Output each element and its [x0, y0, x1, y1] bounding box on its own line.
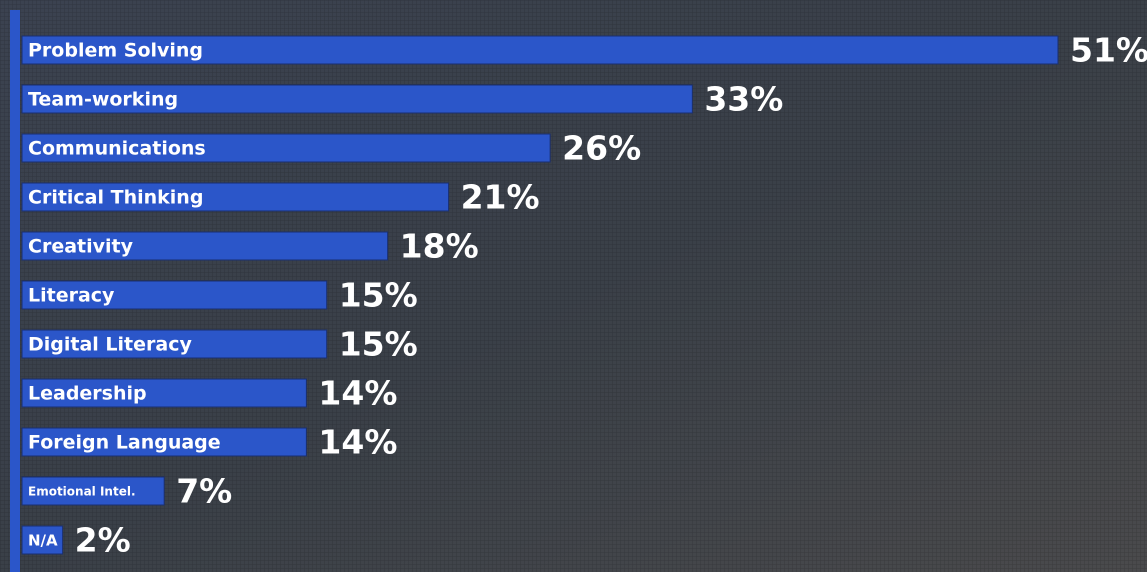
category-label: Literacy — [28, 285, 115, 307]
value-label: 18% — [400, 227, 479, 266]
value-label: 2% — [75, 521, 131, 560]
value-label: 14% — [318, 423, 397, 462]
value-label: 26% — [562, 129, 641, 168]
value-label: 51% — [1070, 31, 1147, 70]
value-label: 15% — [339, 325, 418, 364]
value-label: 33% — [704, 80, 783, 119]
category-label: Creativity — [28, 236, 134, 258]
value-label: 15% — [339, 276, 418, 315]
axis-bar — [10, 10, 20, 572]
page: {"chart_data": {"type": "bar", "orientat… — [0, 0, 1147, 572]
value-label: 21% — [461, 178, 540, 217]
category-label: Problem Solving — [28, 40, 203, 62]
category-label: Digital Literacy — [28, 334, 192, 356]
chart: Problem Solving 51% Team-working 33% Communi… — [0, 0, 1147, 572]
value-label: 14% — [318, 374, 397, 413]
category-label: Critical Thinking — [28, 187, 203, 209]
category-label: Leadership — [28, 383, 147, 405]
category-label: N/A — [28, 532, 58, 550]
value-label: 7% — [176, 472, 232, 511]
category-label: Team-working — [28, 89, 178, 111]
category-label: Foreign Language — [28, 432, 221, 454]
category-label: Emotional Intel. — [28, 485, 136, 499]
category-label: Communications — [28, 138, 206, 160]
